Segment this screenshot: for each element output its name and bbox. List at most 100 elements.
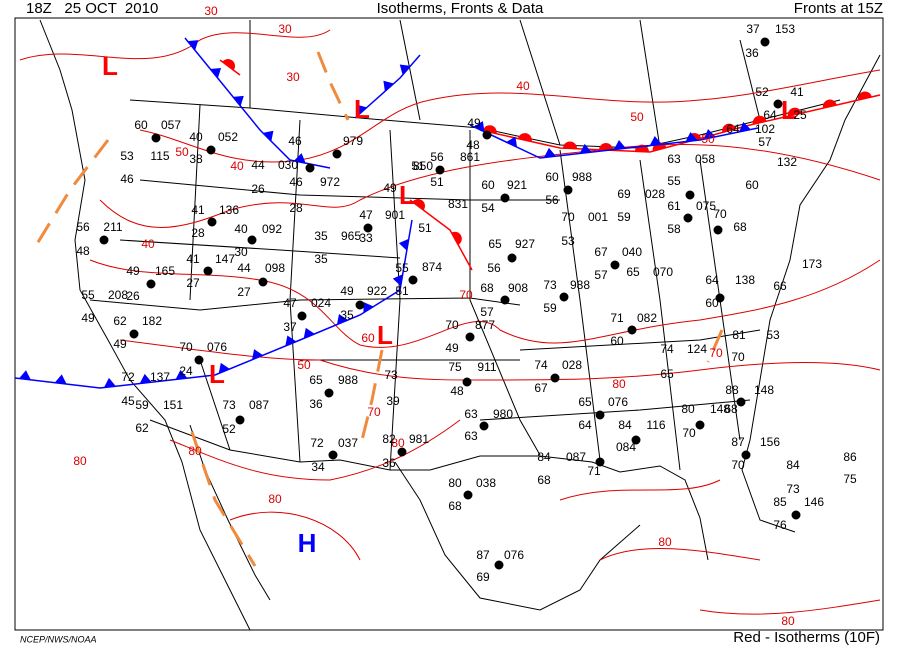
station-value: 058 [695,152,715,166]
front-symbol [685,131,698,142]
station-dot [595,410,605,420]
station-value: 59 [135,398,149,412]
isotherm-label: 40 [230,159,244,173]
map-title: Isotherms, Fronts & Data [377,0,544,17]
station-dot [479,421,489,431]
station-value: 37 [283,320,297,334]
station-value: 60 [705,296,719,310]
station-value: 28 [289,201,303,215]
station-value: 861 [460,150,480,164]
station-dot [482,130,492,140]
station-value: 56 [76,220,90,234]
station-dot [297,311,307,321]
station-value: 028 [562,358,582,372]
station-value: 74 [534,358,548,372]
isotherm-label: 30 [286,70,300,84]
station-value: 092 [262,222,282,236]
station-value: 911 [477,360,496,374]
station-dot [463,490,473,500]
isotherm-label: 80 [391,436,405,450]
front-symbol [506,136,518,148]
station-value: 26 [126,289,140,303]
station-dot [695,420,705,430]
trough [706,329,724,363]
station-value: 46 [289,175,303,189]
station-value: 76 [773,518,787,532]
troughs [30,51,724,567]
station-value: 36 [745,46,759,60]
station-value: 70 [179,340,193,354]
station-value: 74 [660,342,674,356]
station-dot [760,37,770,47]
station-value: 49 [445,341,459,355]
station-dot [355,300,365,310]
station-value: 922 [367,284,387,298]
station-value: 132 [777,155,797,169]
station-dot [631,435,641,445]
isotherm-label: 80 [781,614,795,628]
station-value: 75 [843,472,857,486]
station-value: 921 [507,178,527,192]
front-symbol [210,67,222,79]
isotherm [229,511,881,615]
station-value: 038 [476,476,496,490]
station-value: 68 [733,220,747,234]
station-value: 55 [667,174,681,188]
station-value: 87 [731,435,745,449]
station-value: 40 [189,130,203,144]
station-value: 48 [76,244,90,258]
station-value: 64 [763,108,777,122]
isotherm-label: 80 [658,535,672,549]
station-value: 49 [467,116,481,130]
station-value: 72 [121,370,135,384]
station-value: 35 [314,229,328,243]
front-symbol [482,125,497,134]
station-value: 59 [617,210,631,224]
station-value: 58 [667,222,681,236]
station-value: 88 [725,383,739,397]
station-value: 877 [475,318,495,332]
station-value: 030 [278,158,298,172]
isotherm-label: 40 [516,79,530,93]
station-value: 41 [790,85,804,99]
isotherm-label: 80 [188,444,202,458]
station-dot [559,292,569,302]
station-value: 61 [667,199,681,213]
station-value: 62 [113,314,127,328]
station-value: 68 [480,281,494,295]
station-value: 80 [681,402,695,416]
station-value: 86 [843,450,857,464]
station-dot [206,145,216,155]
station-dot [363,223,373,233]
station-value: 040 [622,245,642,259]
isotherm-label: 40 [141,237,155,251]
station-value: 68 [448,499,462,513]
station-value: 874 [422,260,442,274]
station-value: 988 [338,373,358,387]
isotherm-label: 30 [204,4,218,18]
station-value: 65 [309,373,323,387]
station-value: 087 [566,450,586,464]
pressure-center: L [209,359,225,389]
station-value: 49 [383,181,397,195]
station-value: 147 [215,252,235,266]
station-value: 60 [134,118,148,132]
front-symbol [473,121,485,132]
station-value: 68 [724,402,738,416]
isotherm-label: 70 [367,405,381,419]
station-value: 082 [637,311,657,325]
station-dot [328,450,338,460]
station-value: 64 [578,418,592,432]
station-value: 052 [218,130,238,144]
station-value: 070 [653,265,673,279]
station-dot [500,193,510,203]
west-coast [39,19,251,631]
station-value: 972 [320,175,340,189]
station-value: 49 [81,311,95,325]
gulf-coast [394,455,709,611]
front-symbol [392,274,403,287]
isotherm-label: 50 [297,358,311,372]
pressure-center: L [781,95,797,125]
station-dot [713,225,723,235]
station-value: 057 [161,118,181,132]
